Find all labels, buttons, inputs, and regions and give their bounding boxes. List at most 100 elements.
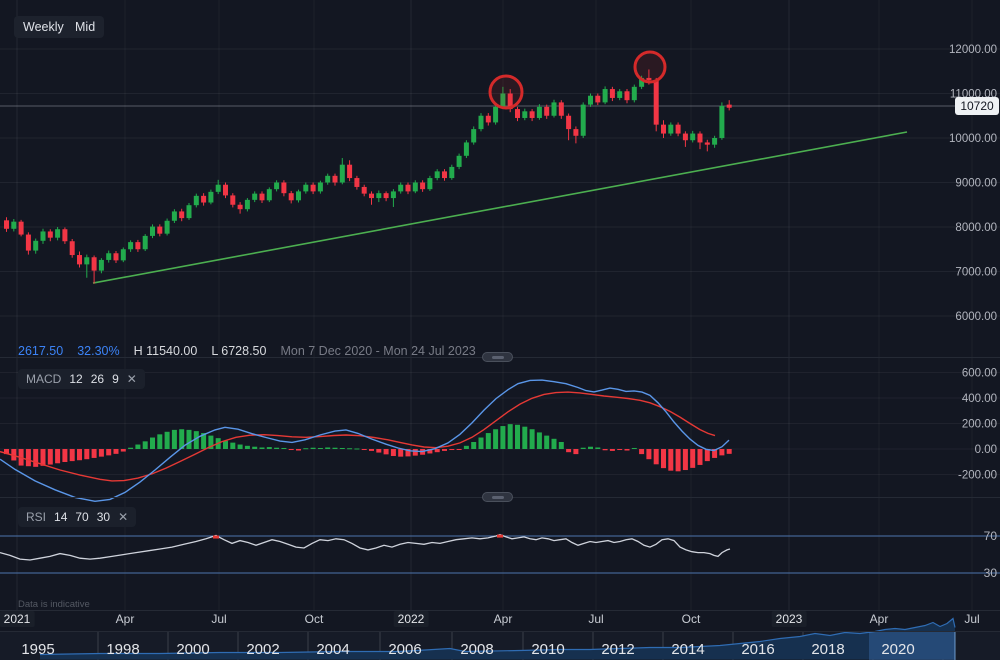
axis-tick-label: 70: [984, 529, 998, 543]
candle-body: [332, 175, 338, 183]
minimap-area-line: [39, 617, 956, 656]
macd-histogram-bar: [617, 449, 623, 451]
legend-change-pct: 32.30%: [77, 344, 120, 358]
minimap-year-label: 2004: [316, 641, 350, 658]
candle-body: [624, 91, 630, 101]
axis-tick-label: 200.00: [962, 419, 997, 431]
macd-histogram-bar: [602, 449, 608, 451]
axis-tick-label: 6000.00: [955, 311, 997, 323]
macd-histogram-bar: [244, 445, 250, 449]
macd-histogram-bar: [675, 449, 681, 472]
candle-body: [383, 193, 389, 199]
axis-tick-label: 600.00: [962, 368, 997, 380]
candle-body: [215, 184, 221, 192]
candle-body: [595, 95, 601, 103]
macd-histogram-bar: [536, 432, 542, 449]
macd-histogram-bar: [544, 435, 550, 449]
macd-histogram-bar: [442, 449, 447, 451]
candle-body: [55, 229, 61, 238]
minimap-selection-window[interactable]: [869, 632, 955, 660]
macd-histogram-bar: [33, 449, 39, 467]
candle-body: [164, 220, 170, 234]
candle-body: [566, 115, 572, 130]
macd-histogram-bar: [281, 447, 287, 449]
candle-body: [471, 129, 477, 143]
candle-body: [150, 226, 155, 236]
macd-histogram-bar: [4, 449, 9, 455]
candle-body: [208, 191, 214, 203]
candle-body: [573, 129, 579, 136]
macd-remove-icon[interactable]: ✕: [126, 372, 137, 386]
macd-histogram-bar: [55, 449, 61, 464]
candle-body: [376, 193, 382, 199]
macd-histogram-bar: [310, 447, 316, 449]
candle-body: [274, 182, 280, 190]
macd-histogram-bar: [193, 431, 199, 449]
candle-body: [558, 102, 564, 116]
axis-tick-label: 400.00: [962, 393, 997, 405]
candle-body: [223, 184, 228, 196]
candle-body: [142, 235, 148, 250]
candle-body: [369, 193, 374, 199]
candle-body: [405, 184, 411, 192]
macd-histogram-bar: [383, 449, 389, 455]
legend-low: L 6728.50: [211, 344, 267, 358]
macd-histogram-bar: [712, 449, 718, 458]
macd-histogram-bar: [339, 447, 345, 449]
macd-histogram-bar: [77, 449, 82, 461]
candle-body: [390, 191, 396, 199]
axis-tick-label: 9000.00: [955, 178, 997, 190]
candle-body: [4, 220, 9, 229]
candle-body: [347, 164, 353, 179]
rsi-remove-icon[interactable]: ✕: [118, 510, 129, 524]
macd-histogram-bar: [135, 444, 141, 449]
style-button[interactable]: Mid: [66, 16, 105, 38]
minimap-year-label: 2014: [671, 641, 705, 658]
minimap-year-label: 2000: [176, 641, 210, 658]
candle-body: [463, 142, 469, 156]
macd-histogram-bar: [332, 447, 338, 449]
time-axis-year-label: 2023: [771, 611, 807, 627]
macd-histogram-bar: [609, 449, 615, 451]
candle-body: [420, 182, 426, 190]
macd-histogram-bar: [449, 449, 455, 451]
time-axis-border: [0, 610, 1000, 611]
rsi-indicator-legend: RSI 14 70 30 ✕: [18, 507, 137, 527]
candle-body: [712, 138, 718, 145]
last-price-label: 10720: [955, 97, 999, 115]
macd-histogram-bar: [522, 426, 528, 449]
candle-body: [690, 133, 696, 141]
macd-histogram-bar: [726, 449, 732, 454]
macd-histogram-bar: [624, 449, 630, 451]
highlight-circle-annotation: [488, 74, 524, 110]
candle-body: [515, 109, 520, 118]
axis-tick-label: -200.00: [958, 470, 997, 482]
legend-date-range: Mon 7 Dec 2020 - Mon 24 Jul 2023: [280, 344, 476, 358]
macd-pane-resize-handle[interactable]: [482, 352, 513, 362]
macd-histogram-bar: [69, 449, 75, 462]
time-axis-month-label: Oct: [681, 612, 701, 626]
candle-body: [478, 115, 484, 130]
candle-body: [230, 195, 236, 205]
candle-body: [507, 93, 513, 110]
candle-body: [113, 253, 119, 261]
macd-histogram-bar: [347, 448, 353, 450]
macd-histogram-bar: [434, 449, 440, 453]
rsi-label: RSI: [26, 510, 47, 524]
candle-body: [529, 111, 535, 118]
macd-param-signal: 9: [112, 372, 119, 386]
macd-histogram-bar: [47, 449, 53, 465]
macd-histogram-bar: [478, 437, 484, 449]
macd-histogram-bar: [646, 449, 652, 460]
interval-button[interactable]: Weekly: [14, 16, 73, 38]
candle-body: [296, 191, 301, 201]
candle-body: [62, 229, 68, 242]
macd-histogram-bar: [588, 446, 593, 449]
candle-body: [631, 86, 637, 101]
macd-histogram-bar: [463, 445, 469, 449]
macd-histogram-bar: [566, 449, 572, 453]
macd-indicator-legend: MACD 12 26 9 ✕: [18, 369, 145, 389]
rsi-pane-resize-handle[interactable]: [482, 492, 513, 502]
